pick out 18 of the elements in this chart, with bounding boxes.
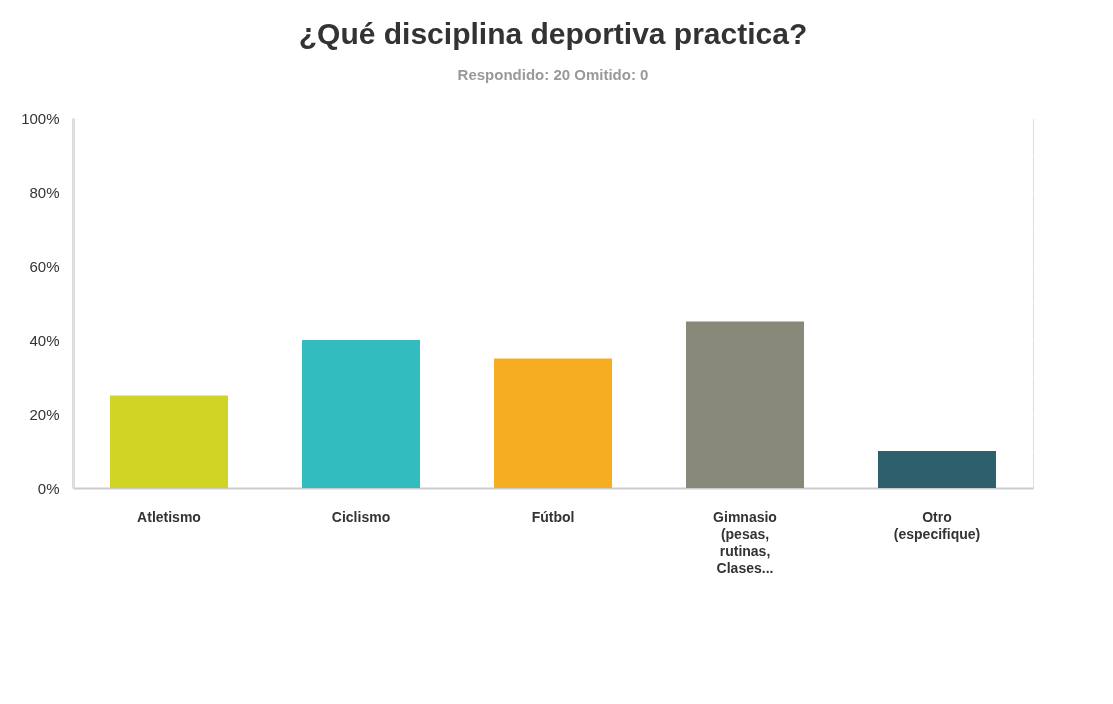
bar: [302, 340, 420, 488]
chart-subtitle: Respondido: 20 Omitido: 0: [457, 66, 649, 83]
y-tick-label: 80%: [29, 183, 60, 201]
bar: [494, 358, 612, 488]
y-tick-label: 0%: [37, 479, 60, 497]
x-tick-label: Atletismo: [137, 508, 201, 525]
y-tick-label: 40%: [29, 331, 60, 349]
bar: [686, 321, 804, 488]
x-tick-label: Gimnasio (pesas, rutinas, Clases...: [713, 508, 777, 576]
y-tick-label: 20%: [29, 405, 60, 423]
bar: [110, 395, 228, 488]
x-tick-label: Ciclismo: [331, 508, 391, 525]
x-tick-label: Otro (especifique): [893, 508, 981, 542]
y-tick-label: 100%: [21, 109, 60, 127]
bar: [878, 451, 996, 488]
x-tick-label: Fútbol: [531, 508, 575, 525]
y-tick-label: 60%: [29, 257, 60, 275]
chart-title: ¿Qué disciplina deportiva practica?: [298, 17, 808, 50]
